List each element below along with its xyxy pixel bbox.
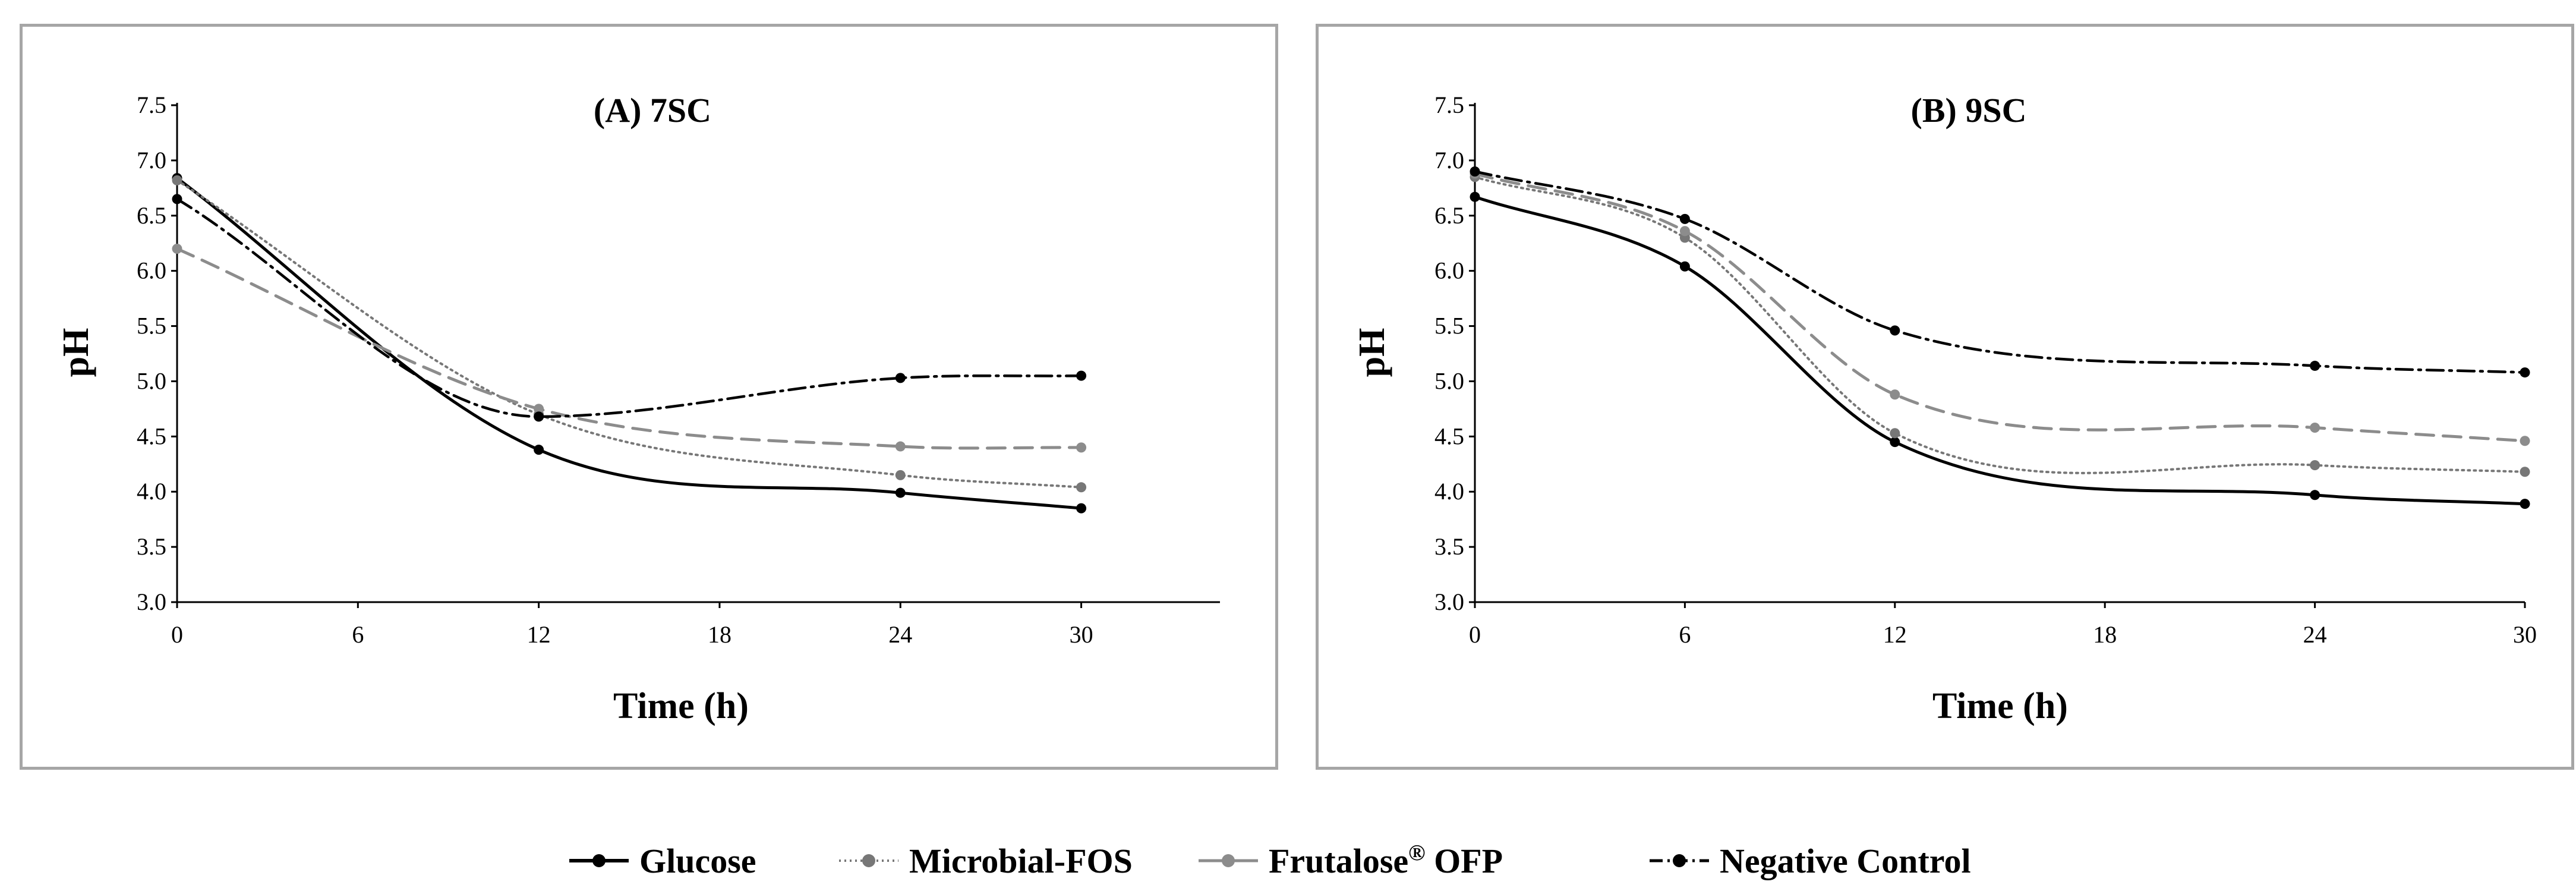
chart-a-y-tick-label: 4.0	[137, 478, 166, 505]
chart-a-point-glucose	[534, 445, 544, 455]
chart-b-y-tick-label: 7.5	[1434, 92, 1464, 118]
chart-a-svg: 3.0 3.5 4.0 4.5 5.0 5.5 6.0 6.5 7.0 7.5 0 6 12 18 24 30…	[56, 91, 1220, 726]
chart-a-point-negative-control	[172, 194, 182, 204]
chart-b-point-glucose	[1470, 191, 1480, 202]
chart-a-y-tick-label: 6.5	[137, 202, 166, 229]
chart-a-point-glucose	[1076, 503, 1087, 514]
chart-b-series-line-negative-control	[1473, 170, 2527, 374]
chart-b-point-frutalose	[1679, 226, 1690, 237]
chart-b-point-frutalose	[2310, 422, 2320, 433]
chart-b-x-tick-label: 18	[2093, 621, 2117, 648]
chart-b-x-tick-label: 24	[2303, 621, 2327, 648]
legend-item-negative-control: Negative Control	[1650, 842, 1971, 880]
chart-a-x-tick-label: 24	[888, 621, 912, 648]
chart-a-point-microbial-fos	[172, 175, 182, 185]
chart-b-y-tick-label: 4.0	[1434, 478, 1464, 505]
chart-a-series-line-microbial-fos	[176, 179, 1083, 489]
legend-marker-negative-control	[1673, 854, 1686, 867]
chart-a-point-negative-control	[534, 411, 544, 422]
chart-a-point-frutalose	[534, 404, 544, 414]
chart-b-point-negative-control	[1679, 213, 1690, 224]
chart-a-point-microbial-fos	[1076, 482, 1087, 493]
chart-b-point-glucose	[2520, 499, 2530, 509]
chart-a-point-negative-control	[1076, 370, 1087, 381]
chart-b-point-negative-control	[2310, 360, 2320, 371]
chart-b-title: (B) 9SC	[1911, 91, 2027, 130]
legend-marker-frutalose	[1222, 854, 1235, 867]
chart-a-x-axis-label: Time (h)	[613, 686, 749, 726]
chart-b-svg: 3.0 3.5 4.0 4.5 5.0 5.5 6.0 6.5 7.0 7.5 0 6 12 18 24 30…	[1352, 91, 2537, 726]
legend-item-microbial-fos: Microbial-FOS	[839, 842, 1133, 880]
chart-a-point-glucose	[895, 487, 906, 498]
chart-b-x-axis-label: Time (h)	[1932, 686, 2068, 726]
chart-a-y-tick-label: 5.5	[137, 313, 166, 339]
chart-b-point-frutalose	[2520, 436, 2530, 446]
chart-a-x-tick-label: 18	[708, 621, 732, 648]
chart-a-y-tick-label: 6.0	[137, 257, 166, 284]
chart-b-series-line-glucose	[1473, 195, 2527, 506]
chart-b-y-tick-label: 6.0	[1434, 257, 1464, 284]
chart-a-y-tick-label: 3.5	[137, 533, 166, 560]
chart-b-y-axis-label: pH	[1352, 328, 1392, 377]
chart-a-title: (A) 7SC	[594, 91, 711, 130]
legend-marker-glucose	[592, 854, 606, 867]
chart-a-series-line-negative-control	[175, 197, 1083, 418]
chart-a-point-microbial-fos	[895, 470, 906, 480]
chart-b-point-negative-control	[1890, 325, 1900, 336]
chart-b-point-glucose	[1890, 437, 1900, 448]
chart-a-y-tick-label: 7.5	[137, 92, 166, 118]
chart-b-y-tick-label: 4.5	[1434, 423, 1464, 449]
chart-b-x-tick-label: 30	[2513, 621, 2537, 648]
legend-item-glucose: Glucose	[569, 842, 756, 880]
chart-b-point-glucose	[2310, 490, 2320, 500]
chart-b-point-microbial-fos	[2520, 467, 2530, 477]
legend-label-negative-control: Negative Control	[1720, 842, 1971, 880]
chart-a-x-tick-label: 12	[527, 621, 551, 648]
chart-b-x-tick-label: 6	[1679, 621, 1691, 648]
chart-legend: Glucose Microbial-FOS Frutalose® OFP Neg…	[569, 840, 1971, 880]
chart-a-y-axis-label: pH	[56, 328, 96, 377]
chart-a-point-frutalose	[895, 441, 906, 452]
chart-b-point-glucose	[1679, 261, 1690, 272]
chart-a-series-line-frutalose	[175, 247, 1083, 450]
chart-b-y-tick-label: 3.0	[1434, 588, 1464, 615]
chart-b-x-tick-label: 0	[1469, 621, 1481, 648]
chart-panel-b: 3.0 3.5 4.0 4.5 5.0 5.5 6.0 6.5 7.0 7.5 0 6 12 18 24 30…	[1316, 24, 2574, 770]
chart-b-y-tick-label: 3.5	[1434, 533, 1464, 560]
chart-b-point-negative-control	[1470, 166, 1480, 177]
chart-b-y-tick-label: 6.5	[1434, 202, 1464, 229]
chart-b-y-tick-label: 5.5	[1434, 313, 1464, 339]
chart-a-x-tick-label: 30	[1070, 621, 1093, 648]
chart-a-point-frutalose	[172, 244, 182, 254]
chart-b-x-tick-label: 12	[1883, 621, 1907, 648]
chart-a-y-tick-label: 5.0	[137, 367, 166, 394]
chart-panel-a: 3.0 3.5 4.0 4.5 5.0 5.5 6.0 6.5 7.0 7.5 0 6 12 18 24 30…	[20, 24, 1278, 770]
chart-a-y-tick-label: 3.0	[137, 588, 166, 615]
chart-a-point-frutalose	[1076, 442, 1087, 453]
chart-b-point-frutalose	[1890, 389, 1900, 400]
chart-a-x-tick-label: 0	[171, 621, 183, 648]
chart-a-point-negative-control	[895, 373, 906, 383]
legend-label-frutalose: Frutalose® OFP	[1269, 840, 1503, 880]
legend-label-glucose: Glucose	[639, 842, 756, 880]
chart-b-y-tick-label: 7.0	[1434, 147, 1464, 174]
legend-marker-microbial-fos	[862, 854, 875, 867]
legend-item-frutalose: Frutalose® OFP	[1199, 840, 1503, 880]
chart-a-y-tick-label: 4.5	[137, 423, 166, 449]
chart-b-series-line-frutalose	[1473, 172, 2527, 443]
chart-a-series-line-glucose	[175, 177, 1083, 510]
chart-a-y-tick-label: 7.0	[137, 147, 166, 174]
legend-label-microbial-fos: Microbial-FOS	[909, 842, 1133, 880]
chart-b-point-microbial-fos	[2310, 460, 2320, 471]
chart-b-point-negative-control	[2520, 367, 2530, 378]
chart-b-y-tick-label: 5.0	[1434, 367, 1464, 394]
chart-b-series-line-microbial-fos	[1474, 175, 2526, 474]
chart-b-point-microbial-fos	[1890, 428, 1900, 439]
chart-a-x-tick-label: 6	[352, 621, 364, 648]
